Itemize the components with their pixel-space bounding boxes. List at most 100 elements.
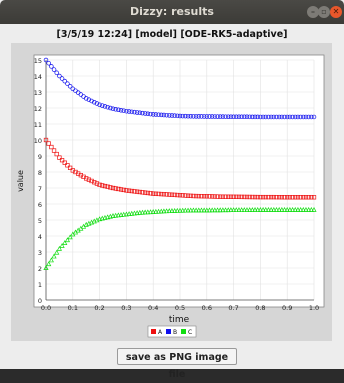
save-png-button[interactable]: save as PNG image file (117, 348, 237, 380)
point-C (67, 234, 73, 240)
legend: A B C (147, 325, 197, 338)
point-A (199, 194, 204, 199)
point-B (266, 114, 271, 120)
point-B (108, 105, 113, 111)
point-C (59, 242, 65, 248)
point-C (273, 206, 280, 212)
point-C (164, 208, 170, 214)
point-C (169, 208, 175, 213)
point-C (137, 209, 143, 215)
point-B (140, 110, 145, 116)
y-tick-label: 7 (38, 185, 42, 193)
point-B (199, 114, 204, 119)
point-A (140, 190, 145, 195)
point-A (234, 194, 239, 199)
point-B (191, 114, 196, 119)
legend-swatch-C (181, 329, 186, 334)
point-C (110, 213, 116, 218)
point-A (201, 194, 207, 199)
point-B (303, 114, 309, 120)
point-B (145, 111, 151, 117)
point-B (258, 114, 263, 120)
point-B (49, 64, 54, 69)
maximize-icon[interactable]: ▫ (318, 6, 330, 18)
point-B (268, 114, 274, 120)
point-A (293, 195, 298, 200)
point-C (306, 206, 312, 212)
y-tick-label: 11 (34, 121, 42, 129)
point-A (54, 151, 59, 157)
point-B (110, 106, 116, 112)
point-A (223, 194, 228, 199)
point-C (185, 207, 191, 213)
point-C (228, 207, 234, 213)
point-B (116, 107, 121, 113)
point-A (306, 195, 311, 200)
point-B (51, 67, 57, 72)
point-B (121, 108, 126, 113)
close-icon[interactable]: ✕ (330, 6, 342, 18)
point-B (279, 114, 285, 120)
point-B (83, 96, 89, 101)
legend-swatch-B (166, 329, 171, 334)
point-B (158, 112, 164, 118)
x-tick-label: 0.2 (94, 304, 104, 312)
point-C (142, 209, 148, 215)
point-A (274, 195, 279, 200)
point-A (239, 194, 244, 200)
point-C (48, 257, 54, 263)
y-tick-label: 15 (34, 57, 42, 65)
point-A (185, 193, 191, 198)
x-axis-label: time (169, 315, 190, 325)
point-A (311, 195, 317, 200)
point-C (236, 207, 242, 213)
point-C (155, 208, 162, 214)
point-A (167, 192, 172, 197)
point-C (222, 207, 229, 213)
x-tick-label: 0.9 (282, 304, 292, 312)
point-A (159, 191, 164, 197)
point-C (220, 207, 226, 213)
point-B (175, 113, 180, 119)
point-B (153, 112, 159, 117)
point-B (204, 114, 210, 119)
point-A (218, 194, 223, 199)
point-A (277, 195, 282, 200)
point-B (276, 114, 282, 120)
point-A (242, 194, 247, 200)
point-C (172, 207, 178, 213)
point-C (64, 237, 71, 243)
point-B (263, 114, 269, 120)
point-C (123, 211, 129, 217)
point-C (161, 208, 167, 214)
point-C (126, 211, 132, 217)
point-A (102, 183, 108, 189)
point-A (92, 180, 97, 185)
y-tick-label: 6 (38, 201, 42, 209)
point-A (148, 191, 153, 196)
point-C (265, 206, 272, 212)
point-C (249, 207, 255, 212)
point-B (196, 114, 202, 119)
point-B (185, 113, 191, 119)
point-A (183, 193, 188, 198)
point-C (289, 206, 296, 212)
point-C (298, 206, 304, 212)
point-A (191, 193, 196, 199)
point-C (231, 207, 237, 213)
point-A (132, 189, 137, 194)
point-A (287, 195, 293, 200)
y-tick-label: 14 (34, 73, 42, 81)
legend-label-C: C (188, 329, 192, 336)
point-A (126, 188, 132, 193)
minimize-icon[interactable]: – (307, 6, 319, 18)
point-B (290, 114, 295, 120)
point-B (250, 114, 255, 120)
title-bar[interactable]: Dizzy: results – ▫ ✕ (0, 0, 344, 24)
point-B (215, 114, 220, 119)
point-A (236, 194, 242, 200)
point-A (309, 195, 314, 200)
point-B (59, 76, 65, 81)
series-C (43, 206, 317, 270)
point-B (247, 114, 252, 120)
